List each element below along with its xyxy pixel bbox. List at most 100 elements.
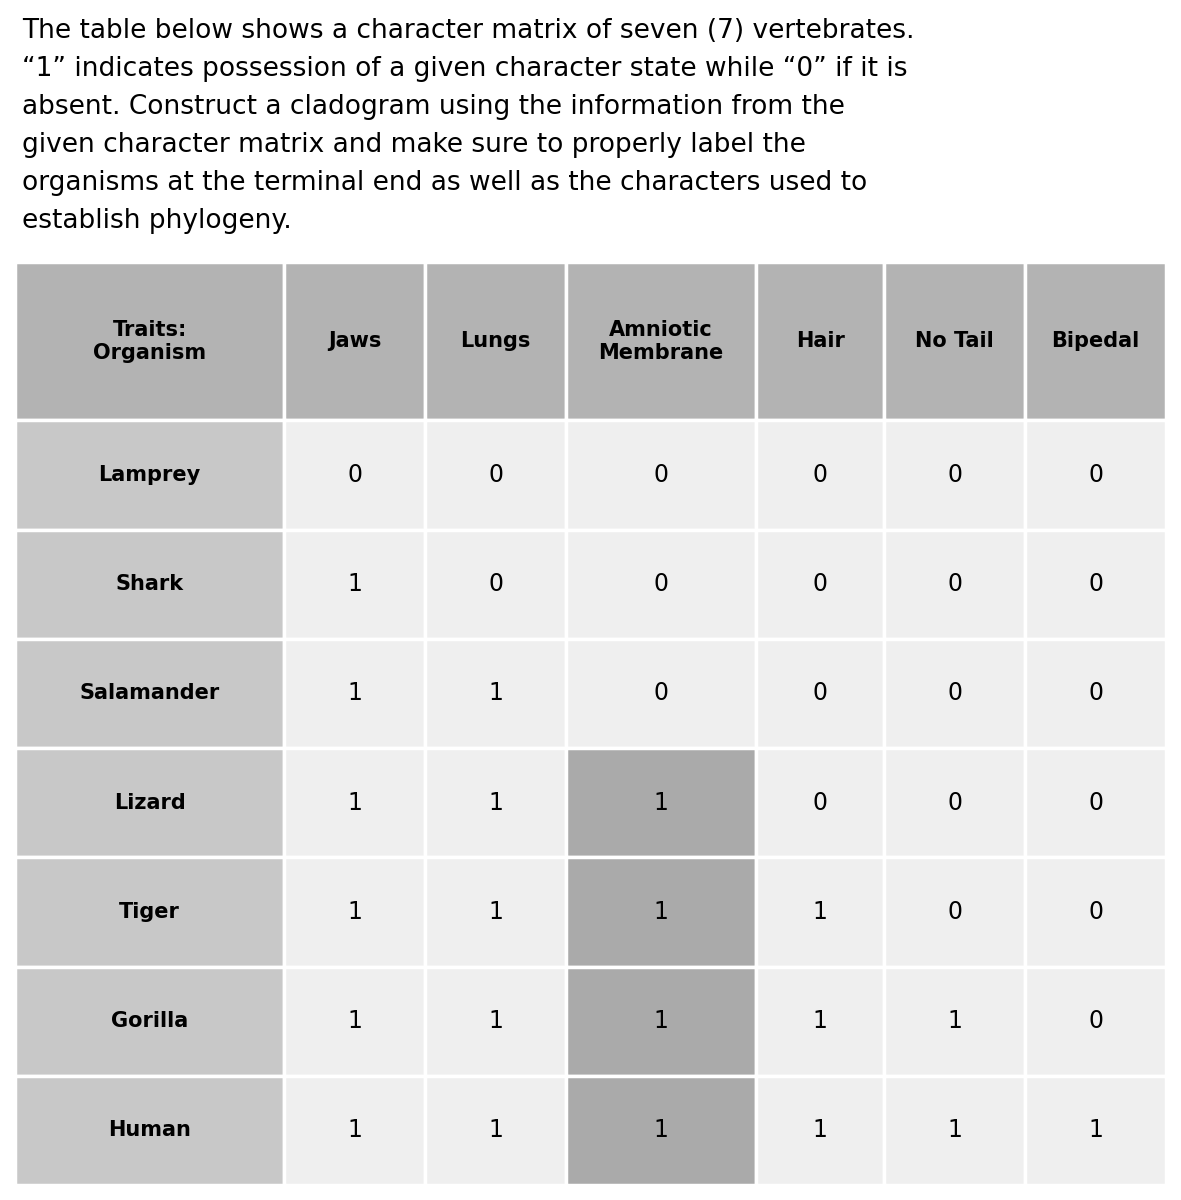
Bar bbox=[756, 420, 885, 529]
Text: given character matrix and make sure to properly label the: given character matrix and make sure to … bbox=[22, 132, 805, 158]
Bar bbox=[285, 262, 425, 420]
Bar bbox=[885, 529, 1025, 638]
Bar bbox=[566, 966, 756, 1075]
Text: 1: 1 bbox=[347, 572, 363, 596]
Text: 1: 1 bbox=[653, 1118, 668, 1142]
Bar bbox=[885, 857, 1025, 966]
Bar bbox=[1025, 638, 1166, 748]
Bar bbox=[885, 638, 1025, 748]
Text: Lamprey: Lamprey bbox=[98, 464, 201, 485]
Bar bbox=[15, 529, 285, 638]
Text: 0: 0 bbox=[488, 572, 503, 596]
Bar bbox=[15, 966, 285, 1075]
Text: 0: 0 bbox=[947, 463, 963, 487]
Text: The table below shows a character matrix of seven (7) vertebrates.: The table below shows a character matrix… bbox=[22, 18, 914, 44]
Bar bbox=[566, 748, 756, 857]
Text: 1: 1 bbox=[488, 1009, 503, 1033]
Bar bbox=[756, 1075, 885, 1186]
Text: Lizard: Lizard bbox=[113, 793, 185, 812]
Text: Gorilla: Gorilla bbox=[111, 1012, 188, 1031]
Text: Tiger: Tiger bbox=[119, 902, 181, 922]
Bar bbox=[285, 966, 425, 1075]
Text: Lungs: Lungs bbox=[461, 331, 530, 352]
Text: Jaws: Jaws bbox=[328, 331, 381, 352]
Bar bbox=[425, 262, 566, 420]
Bar bbox=[885, 420, 1025, 529]
Text: Shark: Shark bbox=[116, 575, 184, 594]
Bar bbox=[425, 1075, 566, 1186]
Bar bbox=[566, 1075, 756, 1186]
Bar bbox=[756, 529, 885, 638]
Text: 0: 0 bbox=[347, 463, 363, 487]
Bar bbox=[566, 420, 756, 529]
Bar bbox=[1025, 966, 1166, 1075]
Text: 0: 0 bbox=[813, 463, 828, 487]
Text: 1: 1 bbox=[653, 791, 668, 815]
Text: 1: 1 bbox=[488, 791, 503, 815]
Bar bbox=[1025, 748, 1166, 857]
Text: 1: 1 bbox=[947, 1118, 963, 1142]
Text: 0: 0 bbox=[1088, 1009, 1103, 1033]
Text: 1: 1 bbox=[813, 1118, 828, 1142]
Bar bbox=[1025, 857, 1166, 966]
Text: 1: 1 bbox=[347, 1009, 363, 1033]
Text: 0: 0 bbox=[1088, 463, 1103, 487]
Bar bbox=[285, 748, 425, 857]
Bar bbox=[756, 262, 885, 420]
Text: 0: 0 bbox=[1088, 572, 1103, 596]
Text: 0: 0 bbox=[813, 572, 828, 596]
Text: 0: 0 bbox=[1088, 791, 1103, 815]
Bar bbox=[566, 638, 756, 748]
Text: 0: 0 bbox=[488, 463, 503, 487]
Bar bbox=[285, 1075, 425, 1186]
Bar bbox=[15, 748, 285, 857]
Text: 1: 1 bbox=[347, 900, 363, 924]
Text: Bipedal: Bipedal bbox=[1051, 331, 1140, 352]
Bar bbox=[15, 1075, 285, 1186]
Bar bbox=[1025, 420, 1166, 529]
Bar bbox=[425, 638, 566, 748]
Bar bbox=[15, 638, 285, 748]
Text: 0: 0 bbox=[1088, 900, 1103, 924]
Text: 0: 0 bbox=[813, 791, 828, 815]
Bar bbox=[756, 966, 885, 1075]
Text: “1” indicates possession of a given character state while “0” if it is: “1” indicates possession of a given char… bbox=[22, 56, 907, 82]
Bar bbox=[885, 1075, 1025, 1186]
Text: 1: 1 bbox=[1088, 1118, 1103, 1142]
Bar bbox=[1025, 262, 1166, 420]
Bar bbox=[15, 420, 285, 529]
Bar bbox=[285, 420, 425, 529]
Text: Traits:
Organism: Traits: Organism bbox=[93, 319, 207, 362]
Bar bbox=[1025, 529, 1166, 638]
Text: Amniotic
Membrane: Amniotic Membrane bbox=[599, 319, 724, 362]
Bar bbox=[566, 262, 756, 420]
Bar bbox=[885, 966, 1025, 1075]
Text: 0: 0 bbox=[653, 682, 668, 706]
Text: 1: 1 bbox=[347, 1118, 363, 1142]
Text: 1: 1 bbox=[653, 900, 668, 924]
Text: 0: 0 bbox=[653, 463, 668, 487]
Text: 1: 1 bbox=[813, 900, 828, 924]
Bar bbox=[285, 857, 425, 966]
Bar bbox=[15, 857, 285, 966]
Bar bbox=[1025, 1075, 1166, 1186]
Bar bbox=[566, 529, 756, 638]
Bar bbox=[756, 748, 885, 857]
Text: 1: 1 bbox=[813, 1009, 828, 1033]
Bar bbox=[425, 748, 566, 857]
Text: Salamander: Salamander bbox=[79, 684, 220, 703]
Text: 0: 0 bbox=[653, 572, 668, 596]
Text: 1: 1 bbox=[488, 900, 503, 924]
Bar bbox=[285, 638, 425, 748]
Text: 0: 0 bbox=[1088, 682, 1103, 706]
Bar bbox=[885, 262, 1025, 420]
Text: 1: 1 bbox=[347, 791, 363, 815]
Text: Human: Human bbox=[109, 1121, 191, 1140]
Bar bbox=[756, 638, 885, 748]
Text: 1: 1 bbox=[947, 1009, 963, 1033]
Text: No Tail: No Tail bbox=[915, 331, 994, 352]
Bar bbox=[425, 529, 566, 638]
Bar bbox=[425, 966, 566, 1075]
Text: absent. Construct a cladogram using the information from the: absent. Construct a cladogram using the … bbox=[22, 94, 844, 120]
Text: 1: 1 bbox=[347, 682, 363, 706]
